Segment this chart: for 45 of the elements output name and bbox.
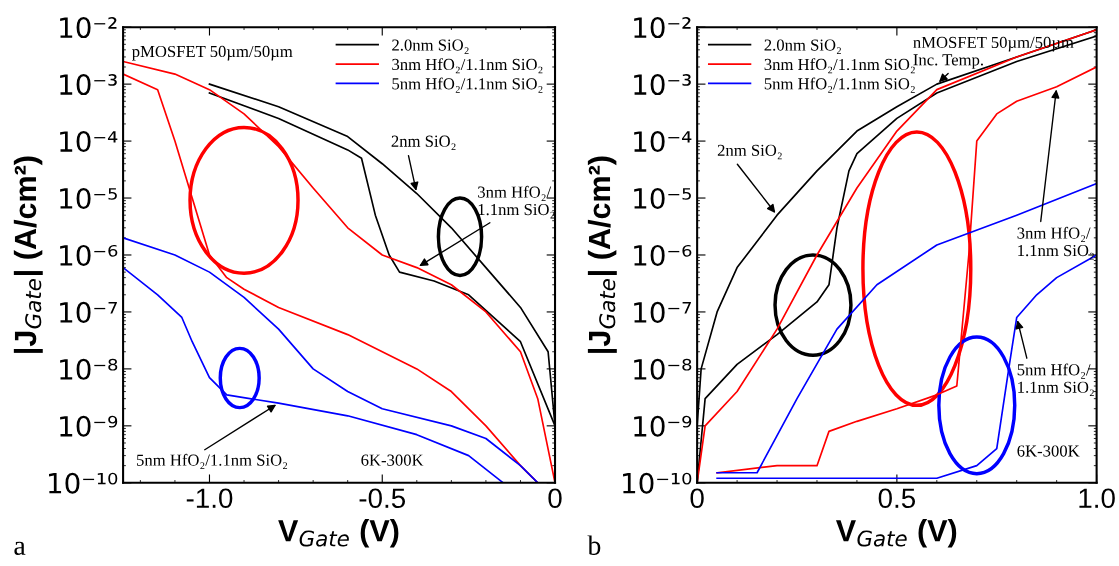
x-axis-title: V$_{Gate}$ (V) [278,519,399,548]
annotation: 5nm HfO₂/ 1.1nm SiO₂ [1017,363,1094,397]
annotation: 3nm HfO₂/ 1.1nm SiO₂ [478,185,555,219]
y-tick-label: 10⁻⁷ [60,301,117,323]
legend-label: 5nm HfO₂/1.1nm SiO₂ [764,77,915,93]
y-tick-label: 10⁻² [60,17,117,39]
annotation: pMOSFET 50µm/50µm [132,45,293,61]
y-tick-label: 10⁻⁸ [60,358,118,380]
y-tick-label: 10⁻³ [60,74,117,96]
legend-label: 2.0nm SiO₂ [392,39,469,54]
x-tick-label: 0 [690,488,704,509]
y-tick-label: 10⁻⁴ [634,131,692,153]
y-tick-label: 10⁻¹⁰ [623,472,692,494]
x-tick-label: 0 [548,488,562,509]
y-tick-label: 10⁻⁵ [60,187,117,209]
y-tick-label: 10⁻⁶ [634,244,692,266]
y-axis-title: |J$_{Gate}$| (A/cm²) [587,156,617,353]
text: a [14,541,26,555]
annotation: 2nm SiO₂ [391,135,456,151]
legend-label: 5nm HfO₂/1.1nm SiO₂ [392,77,543,93]
y-tick-label: 10⁻⁹ [60,415,118,437]
x-tick-label: 0.5 [878,488,916,509]
legend-label: 3nm HfO₂/1.1nm SiO₂ [764,58,915,74]
y-axis-title: |J$_{Gate}$| (A/cm²) [13,156,43,353]
x-axis-title: V$_{Gate}$ (V) [835,519,957,548]
x-tick-label: 1.0 [1079,488,1115,509]
y-tick-label: 10⁻⁴ [60,131,118,153]
text: b [587,535,601,555]
y-tick-label: 10⁻⁶ [60,244,118,266]
annotation: 6K-300K [361,454,424,466]
annotation: 5nm HfO₂/1.1nm SiO₂ [137,453,288,469]
y-tick-label: 10⁻⁵ [634,187,691,209]
annotation: 3nm HfO₂/ 1.1nm SiO₂ [1017,226,1094,260]
legend-label: 2.0nm SiO₂ [764,39,841,54]
annotation: 2nm SiO₂ [717,144,782,160]
y-tick-label: 10⁻⁸ [634,358,692,380]
y-tick-label: 10⁻¹⁰ [49,472,118,494]
x-tick-label: -0.5 [359,488,406,509]
y-tick-label: 10⁻⁹ [634,415,692,437]
y-tick-label: 10⁻³ [634,74,691,96]
x-tick-label: -1.0 [186,488,233,509]
legend-label: 3nm HfO₂/1.1nm SiO₂ [392,58,543,74]
annotation: 6K-300K [1017,445,1080,457]
y-tick-label: 10⁻² [634,17,691,39]
y-tick-label: 10⁻⁷ [634,301,691,323]
